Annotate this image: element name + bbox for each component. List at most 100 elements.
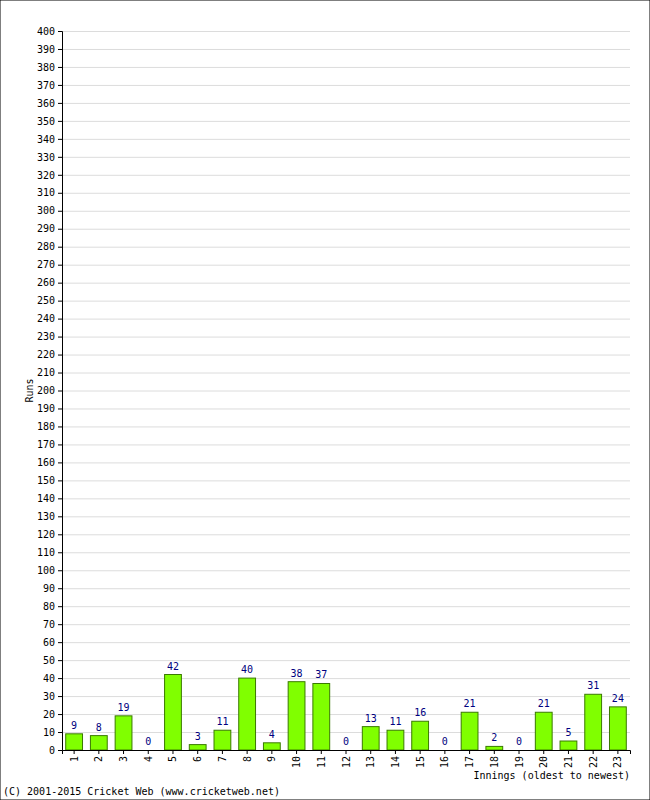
y-tick-label: 380: [37, 62, 55, 73]
data-label: 0: [343, 736, 349, 747]
x-tick-label: 20: [538, 756, 549, 768]
y-tick: 170: [37, 439, 62, 450]
y-tick: 250: [37, 295, 62, 306]
y-tick: 150: [37, 475, 62, 486]
x-tick: 9: [266, 750, 277, 762]
x-tick-mark: [148, 750, 149, 754]
y-axis: 0102030405060708090100110120130140150160…: [37, 26, 63, 756]
data-label: 4: [269, 729, 275, 740]
y-tick-mark: [58, 85, 62, 86]
y-tick-label: 60: [43, 637, 55, 648]
y-tick-mark: [58, 103, 62, 104]
y-tick-label: 0: [49, 745, 55, 756]
y-tick-mark: [58, 534, 62, 535]
x-tick: 1: [69, 750, 80, 762]
y-tick-label: 180: [37, 421, 55, 432]
y-tick-label: 230: [37, 331, 55, 342]
x-tick: 22: [588, 750, 599, 768]
y-tick-mark: [58, 678, 62, 679]
x-tick-label: 11: [316, 756, 327, 768]
y-tick-label: 390: [37, 44, 55, 55]
y-tick-label: 220: [37, 349, 55, 360]
y-tick: 110: [37, 547, 62, 558]
y-tick: 180: [37, 421, 62, 432]
x-tick: 16: [439, 750, 450, 768]
grid-line: [62, 157, 630, 158]
y-tick-label: 30: [43, 691, 55, 702]
y-tick-mark: [58, 31, 62, 32]
y-tick-mark: [58, 355, 62, 356]
x-tick-label: 12: [341, 756, 352, 768]
y-tick-label: 360: [37, 98, 55, 109]
x-tick: 10: [291, 750, 302, 768]
y-tick: 290: [37, 223, 62, 234]
y-tick-mark: [58, 660, 62, 661]
x-tick-mark: [494, 750, 495, 754]
y-tick-mark: [58, 480, 62, 481]
x-tick: 17: [464, 750, 475, 768]
y-tick-mark: [58, 462, 62, 463]
x-tick-mark: [346, 750, 347, 754]
y-tick-label: 120: [37, 529, 55, 540]
grid-line: [62, 516, 630, 517]
y-tick-label: 370: [37, 80, 55, 91]
y-tick-mark: [58, 750, 62, 751]
y-tick-label: 90: [43, 583, 55, 594]
y-tick-label: 210: [37, 367, 55, 378]
x-tick-label: 18: [489, 756, 500, 768]
data-label: 5: [565, 727, 571, 738]
x-tick-mark: [370, 750, 371, 754]
x-tick: 14: [390, 750, 401, 768]
bar: [239, 678, 256, 750]
y-tick-label: 400: [37, 26, 55, 37]
grid-line: [62, 265, 630, 266]
x-tick: 7: [217, 750, 228, 762]
y-tick: 370: [37, 80, 62, 91]
x-tick: 6: [192, 750, 203, 762]
grid-line: [62, 175, 630, 176]
grid-line: [62, 247, 630, 248]
data-label: 24: [612, 693, 624, 704]
y-tick-label: 270: [37, 259, 55, 270]
y-tick-mark: [58, 229, 62, 230]
y-tick: 360: [37, 98, 62, 109]
x-tick-label: 15: [415, 756, 426, 768]
y-tick-mark: [58, 408, 62, 409]
grid-line: [62, 283, 630, 284]
grid-line: [62, 355, 630, 356]
data-label: 13: [365, 713, 377, 724]
y-tick: 280: [37, 241, 62, 252]
x-tick: 2: [93, 750, 104, 762]
data-label: 11: [389, 716, 401, 727]
data-label: 8: [96, 722, 102, 733]
y-tick-mark: [58, 498, 62, 499]
data-label: 21: [538, 698, 550, 709]
y-tick-label: 300: [37, 205, 55, 216]
x-tick-label: 23: [612, 756, 623, 768]
y-tick: 190: [37, 403, 62, 414]
grid-line: [62, 426, 630, 427]
bar: [214, 730, 231, 750]
data-label: 38: [291, 668, 303, 679]
x-tick-label: 3: [118, 756, 129, 762]
y-tick-label: 240: [37, 313, 55, 324]
y-tick: 310: [37, 187, 62, 198]
x-tick-mark: [395, 750, 396, 754]
y-tick-mark: [58, 265, 62, 266]
grid-line: [62, 534, 630, 535]
y-tick-label: 80: [43, 601, 55, 612]
y-tick: 240: [37, 313, 62, 324]
x-tick: 5: [167, 750, 178, 762]
grid-line: [62, 103, 630, 104]
y-tick: 100: [37, 565, 62, 576]
y-tick: 330: [37, 152, 62, 163]
data-label: 16: [414, 707, 426, 718]
bar: [535, 712, 552, 750]
x-tick: 8: [242, 750, 253, 762]
grid-line: [62, 337, 630, 338]
x-tick-mark: [222, 750, 223, 754]
grid-line: [62, 121, 630, 122]
chart: 9819042311404383701311160212021531240102…: [0, 0, 650, 800]
x-tick-mark: [98, 750, 99, 754]
y-tick-label: 130: [37, 511, 55, 522]
